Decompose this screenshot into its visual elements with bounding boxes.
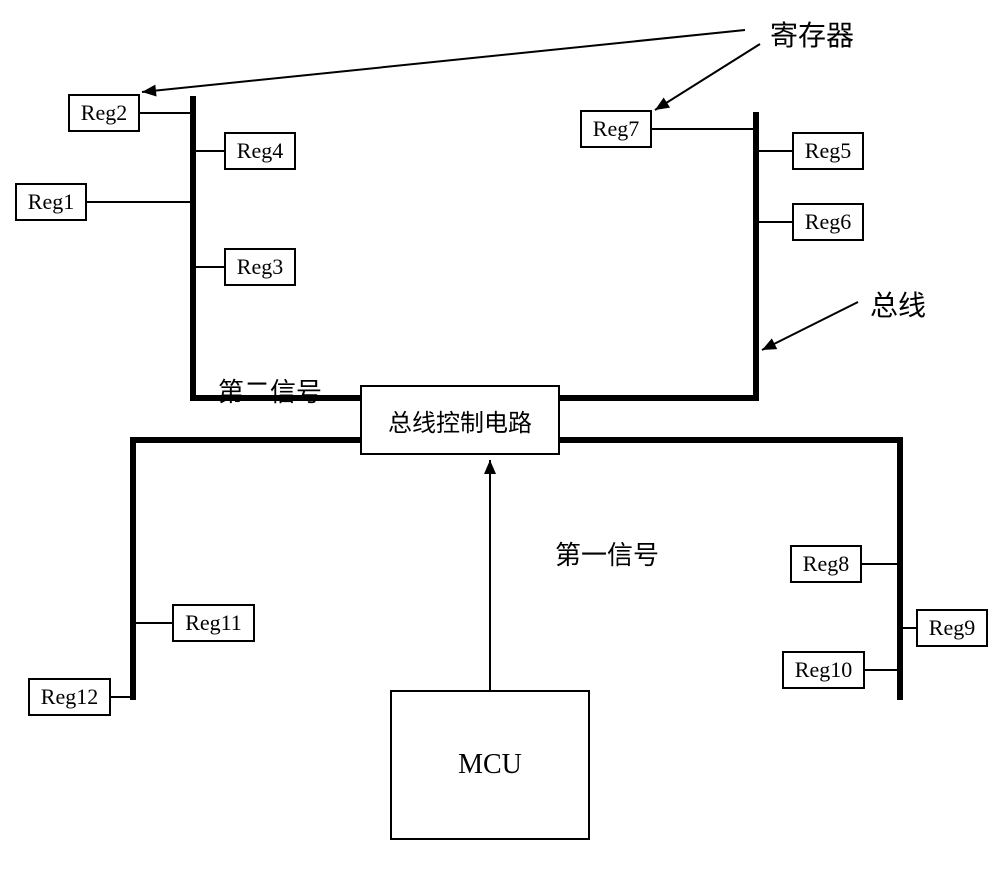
- label-signal-2: 第二信号: [218, 372, 322, 409]
- arrow-line: [655, 44, 760, 110]
- register-reg12: Reg12: [28, 678, 111, 716]
- label-bus: 总线: [870, 284, 926, 324]
- arrow-head: [655, 97, 670, 110]
- mcu: MCU: [390, 690, 590, 840]
- register-reg6: Reg6: [792, 203, 864, 241]
- bus-segment: [558, 112, 756, 398]
- register-reg4: Reg4: [224, 132, 296, 170]
- bus-segment: [133, 440, 362, 700]
- register-reg9: Reg9: [916, 609, 988, 647]
- register-reg8: Reg8: [790, 545, 862, 583]
- label-signal-1: 第一信号: [555, 535, 659, 572]
- register-reg2: Reg2: [68, 94, 140, 132]
- register-reg5: Reg5: [792, 132, 864, 170]
- arrow-head: [484, 460, 496, 474]
- register-reg3: Reg3: [224, 248, 296, 286]
- arrow-line: [762, 302, 858, 350]
- register-reg10: Reg10: [782, 651, 865, 689]
- register-reg11: Reg11: [172, 604, 255, 642]
- register-reg1: Reg1: [15, 183, 87, 221]
- bus-controller: 总线控制电路: [360, 385, 560, 455]
- arrow-line: [142, 30, 745, 92]
- label-register: 寄存器: [770, 14, 854, 54]
- register-reg7: Reg7: [580, 110, 652, 148]
- arrow-head: [142, 85, 157, 97]
